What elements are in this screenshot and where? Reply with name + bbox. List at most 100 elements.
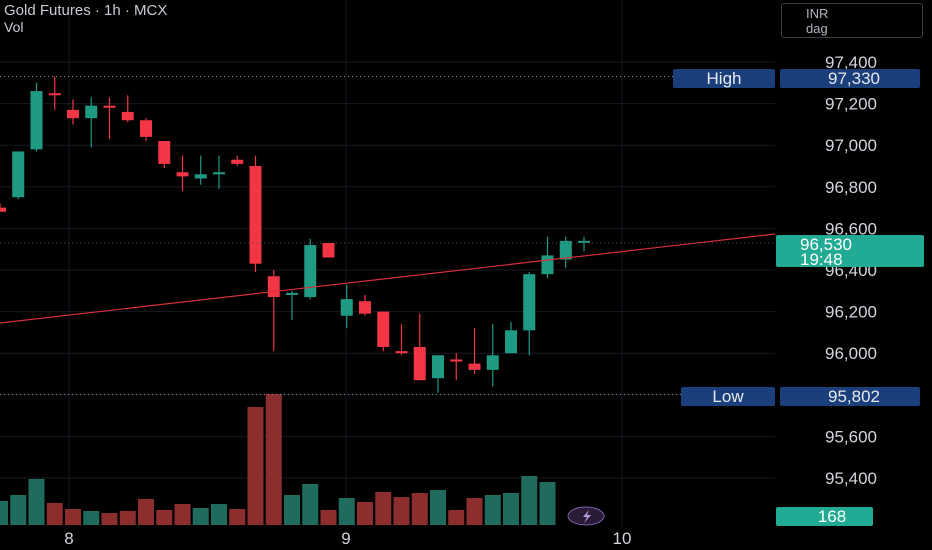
candle-body	[12, 151, 25, 198]
volume-bar	[448, 510, 465, 525]
candle-body	[48, 93, 61, 96]
volume-bar	[265, 394, 282, 525]
candle-body	[468, 363, 481, 370]
candle-body	[85, 105, 98, 119]
y-tick-label: 95,600	[825, 427, 877, 446]
low-value: 95,802	[828, 387, 880, 406]
high-label: High	[707, 69, 742, 88]
candle-body	[176, 172, 189, 177]
candle-body	[267, 276, 280, 298]
volume-bar	[0, 501, 8, 525]
volume-bar	[247, 407, 264, 525]
candle-body	[213, 172, 225, 175]
y-tick-label: 97,400	[825, 53, 877, 72]
currency-unit-button[interactable]: INR dag	[781, 3, 923, 38]
volume-bar	[320, 510, 337, 525]
volume-bar	[174, 504, 191, 525]
volume-bar	[101, 513, 118, 525]
volume-bar	[484, 495, 501, 525]
candle-body	[304, 245, 317, 298]
volume-bar	[393, 497, 410, 525]
volume-bar	[192, 508, 209, 525]
chart-legend[interactable]: Gold Futures · 1h · MCX Vol	[4, 2, 167, 36]
candle-body	[322, 242, 335, 258]
x-tick-label: 9	[341, 529, 350, 548]
volume-bar	[521, 476, 538, 525]
volume-bar	[375, 492, 392, 525]
volume-bar	[229, 509, 246, 525]
x-tick-label: 10	[613, 529, 632, 548]
candle-body	[0, 207, 6, 212]
candles	[0, 76, 590, 393]
candle-body	[121, 111, 134, 121]
candle-body	[395, 351, 408, 354]
y-tick-label: 97,200	[825, 95, 877, 114]
volume-bar	[119, 511, 136, 525]
grid-lines	[0, 0, 775, 527]
volume-bar	[357, 502, 373, 525]
volume-legend-label[interactable]: Vol	[4, 19, 24, 35]
y-tick-label: 96,200	[825, 303, 877, 322]
volume-bar	[10, 495, 27, 525]
currency-label: INR	[806, 6, 829, 21]
high-price-tag: High 97,330	[673, 69, 920, 88]
candle-body	[450, 359, 463, 362]
x-tick-label: 8	[64, 529, 73, 548]
volume-bar	[83, 511, 100, 525]
volume-value: 168	[818, 507, 846, 526]
last-price-value: 96,530	[800, 235, 852, 254]
flash-icon[interactable]	[567, 506, 605, 526]
last-price-tag: 96,530 19:48	[776, 235, 924, 269]
candle-body	[486, 355, 499, 370]
y-tick-label: 97,000	[825, 136, 877, 155]
candle-body	[249, 166, 262, 264]
volume-bar	[138, 499, 154, 525]
trend-line[interactable]	[0, 233, 776, 324]
y-tick-label: 95,400	[825, 469, 877, 488]
low-price-tag: Low 95,802	[681, 387, 920, 406]
volume-bar	[411, 493, 428, 525]
candle-body	[559, 240, 572, 260]
volume-bar	[46, 503, 63, 525]
volume-bar	[65, 509, 81, 525]
candle-body	[231, 159, 244, 164]
candle-body	[541, 255, 554, 275]
candle-body	[340, 299, 353, 316]
candle-body	[67, 109, 79, 119]
volume-bar	[338, 498, 355, 525]
time-axis[interactable]: 8 9 10	[64, 529, 631, 548]
candle-body	[505, 330, 517, 354]
y-tick-label: 96,600	[825, 219, 877, 238]
price-axis[interactable]: 95,40095,60095,80096,00096,20096,40096,6…	[825, 53, 877, 488]
volume-value-tag: 168	[776, 507, 873, 526]
volume-bar	[503, 493, 519, 525]
candle-body	[359, 301, 371, 314]
volume-bar	[28, 479, 45, 525]
unit-label: dag	[806, 21, 828, 36]
candle-body	[158, 141, 171, 164]
volume-bar	[211, 504, 227, 525]
volume-bar	[539, 482, 556, 525]
volume-bars	[0, 394, 556, 525]
candle-body	[413, 346, 426, 381]
high-value: 97,330	[828, 69, 880, 88]
candle-body	[140, 120, 152, 137]
volume-bar	[466, 498, 483, 525]
candle-body	[286, 292, 298, 295]
y-tick-label: 96,000	[825, 344, 877, 363]
y-tick-label: 96,800	[825, 178, 877, 197]
candle-body	[194, 174, 207, 179]
bar-countdown: 19:48	[800, 250, 843, 269]
candle-body	[103, 105, 116, 108]
candle-body	[578, 240, 590, 243]
candle-body	[377, 311, 390, 347]
symbol-title[interactable]: Gold Futures · 1h · MCX	[4, 2, 168, 19]
candle-body	[432, 355, 444, 379]
candle-body	[30, 91, 43, 150]
low-label: Low	[712, 387, 744, 406]
volume-bar	[302, 484, 319, 525]
volume-bar	[430, 490, 446, 525]
candle-body	[523, 274, 536, 331]
volume-bar	[156, 510, 173, 525]
